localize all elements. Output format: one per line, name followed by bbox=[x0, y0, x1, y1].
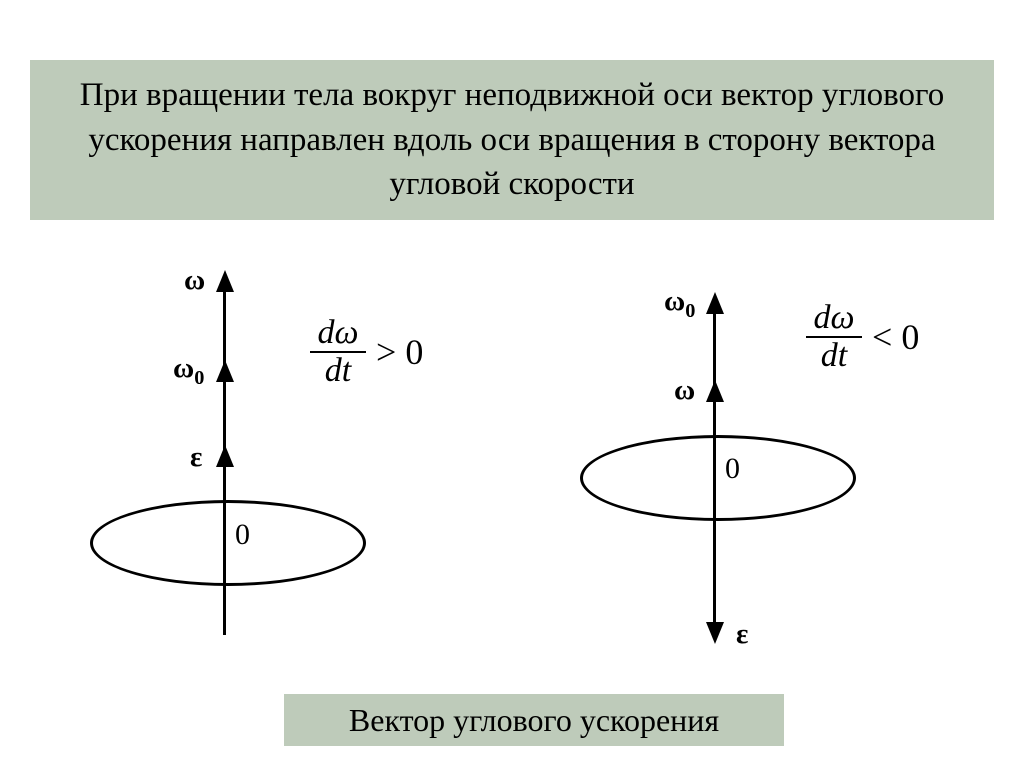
origin-zero: 0 bbox=[235, 518, 250, 552]
omega-arrow-icon bbox=[216, 270, 234, 292]
origin-zero: 0 bbox=[725, 452, 740, 486]
top-explanation-banner: При вращении тела вокруг неподвижной оси… bbox=[30, 60, 994, 220]
diagram-accelerated: ω ω0 ε 0 dω dt > 0 bbox=[60, 230, 490, 680]
top-explanation-text: При вращении тела вокруг неподвижной оси… bbox=[60, 73, 964, 207]
diagram-decelerated: ω0 ω 0 ε dω dt < 0 bbox=[560, 230, 990, 680]
omega-label: ω bbox=[674, 374, 695, 407]
diagram-area: ω ω0 ε 0 dω dt > 0 ω0 ω 0 ε bbox=[0, 230, 1024, 680]
omega0-label: ω0 bbox=[173, 352, 204, 390]
formula-accelerated: dω dt > 0 bbox=[310, 315, 423, 388]
epsilon-label: ε bbox=[190, 441, 202, 474]
omega-label: ω bbox=[184, 264, 205, 297]
formula-decelerated: dω dt < 0 bbox=[806, 300, 919, 373]
omega-arrow-icon bbox=[706, 380, 724, 402]
axis-shaft bbox=[223, 288, 226, 540]
axis-tail bbox=[223, 540, 226, 635]
epsilon-shaft-down bbox=[713, 475, 716, 625]
bottom-caption-banner: Вектор углового ускорения bbox=[284, 694, 784, 746]
rotation-disc-icon bbox=[90, 500, 366, 586]
epsilon-label: ε bbox=[736, 618, 748, 651]
bottom-caption-text: Вектор углового ускорения bbox=[349, 702, 719, 739]
rotation-disc-icon bbox=[580, 435, 856, 521]
omega0-arrow-icon bbox=[216, 360, 234, 382]
epsilon-arrow-icon bbox=[706, 622, 724, 644]
epsilon-arrow-icon bbox=[216, 445, 234, 467]
omega0-label: ω0 bbox=[664, 285, 695, 323]
omega0-arrow-icon bbox=[706, 292, 724, 314]
